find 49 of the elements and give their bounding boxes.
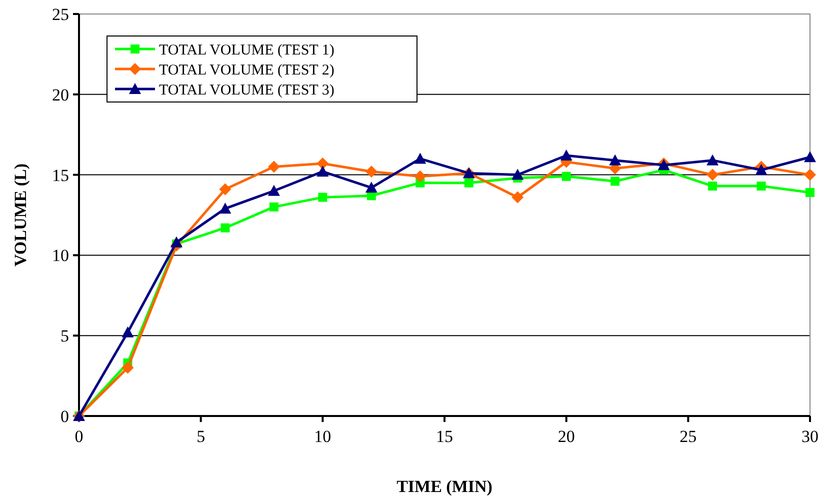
point bbox=[318, 192, 328, 202]
point bbox=[609, 154, 622, 166]
point bbox=[512, 168, 524, 180]
y-tick-label: 5 bbox=[60, 326, 69, 346]
point bbox=[464, 178, 474, 188]
point bbox=[316, 158, 329, 170]
point bbox=[365, 182, 378, 193]
point bbox=[562, 172, 571, 181]
point bbox=[512, 191, 524, 204]
x-tick-label: 20 bbox=[558, 427, 575, 446]
point bbox=[806, 188, 814, 197]
point bbox=[219, 183, 232, 196]
y-axis-title: VOLUME (L) bbox=[11, 163, 30, 267]
point bbox=[804, 168, 816, 181]
point bbox=[220, 223, 230, 232]
legend-label: TOTAL VOLUME (TEST 1) bbox=[159, 42, 334, 58]
point bbox=[706, 168, 719, 181]
point bbox=[708, 182, 718, 191]
x-tick-label: 30 bbox=[802, 427, 818, 446]
y-tick-label: 15 bbox=[52, 166, 69, 185]
y-tick-label: 0 bbox=[60, 406, 69, 426]
point bbox=[414, 152, 426, 164]
point bbox=[414, 170, 426, 182]
point bbox=[219, 202, 232, 214]
x-axis-title: TIME (MIN) bbox=[396, 477, 492, 496]
y-tick-label: 10 bbox=[52, 246, 69, 266]
point bbox=[610, 176, 620, 186]
x-tick-label: 25 bbox=[680, 427, 697, 446]
point bbox=[122, 326, 134, 338]
x-tick-label: 0 bbox=[74, 427, 84, 446]
point bbox=[122, 362, 134, 374]
point bbox=[560, 150, 572, 161]
point bbox=[316, 166, 329, 177]
x-tick-label: 5 bbox=[196, 427, 206, 446]
x-tick-label: 15 bbox=[436, 427, 453, 446]
point bbox=[268, 160, 280, 173]
point bbox=[804, 151, 816, 162]
point bbox=[755, 164, 768, 175]
point bbox=[269, 202, 278, 212]
legend-label: TOTAL VOLUME (TEST 2) bbox=[159, 62, 334, 78]
point bbox=[706, 154, 719, 166]
y-tick-label: 25 bbox=[52, 4, 69, 24]
y-tick-label: 20 bbox=[52, 85, 69, 104]
point bbox=[365, 166, 378, 178]
point bbox=[268, 184, 280, 196]
legend-label: TOTAL VOLUME (TEST 3) bbox=[159, 82, 334, 98]
point bbox=[756, 182, 766, 191]
point bbox=[170, 236, 182, 248]
x-tick-label: 10 bbox=[314, 427, 332, 446]
